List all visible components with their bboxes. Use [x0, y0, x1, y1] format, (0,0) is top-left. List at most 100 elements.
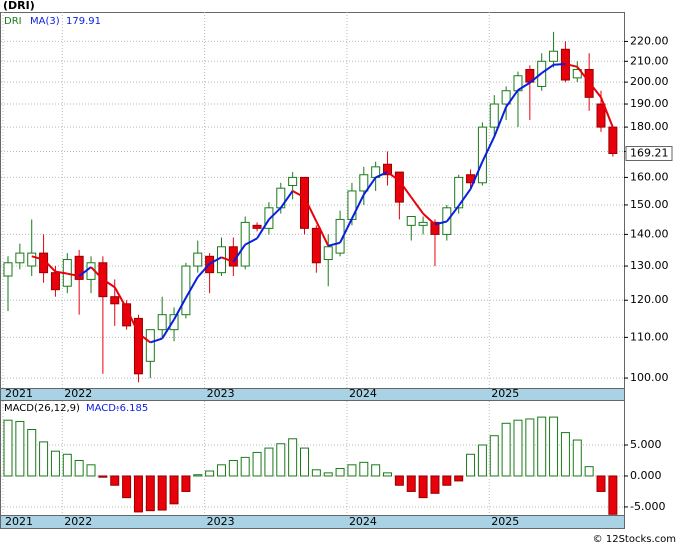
- credit: © 12Stocks.com: [593, 534, 676, 545]
- y-tick-label: 100.00: [630, 371, 669, 384]
- macd-bar: [549, 416, 559, 477]
- y-tick-label: 130.00: [630, 259, 669, 272]
- macd-bar: [50, 450, 60, 477]
- ma-segment: [102, 278, 116, 289]
- legend-ma-value: 179.91: [66, 16, 101, 27]
- x-tick-label: 2021: [5, 515, 33, 528]
- candle-body: [311, 227, 321, 264]
- candle-body: [181, 265, 191, 316]
- last-price-box: [625, 146, 673, 162]
- macd-bar: [335, 468, 345, 477]
- ma-segment: [150, 337, 163, 344]
- macd-bar: [110, 475, 120, 486]
- y-tick-label: -5.000: [630, 500, 665, 513]
- ma-segment: [244, 237, 258, 246]
- macd-bar: [394, 475, 404, 486]
- candle-body: [300, 176, 309, 229]
- y-tick-label: 190.00: [630, 97, 669, 110]
- macd-bar: [537, 416, 547, 477]
- legend-macd-value: -6.185: [116, 403, 148, 414]
- candle-body: [572, 69, 582, 79]
- macd-bar: [252, 451, 262, 477]
- candle-body: [383, 163, 393, 176]
- y-tick-label: 0.000: [630, 469, 662, 482]
- candle-body: [157, 314, 167, 331]
- ma-segment: [529, 72, 543, 84]
- macd-bar: [442, 475, 452, 486]
- macd-bar: [205, 470, 215, 477]
- ma-segment: [386, 171, 400, 182]
- candle-body: [169, 314, 179, 331]
- ma-segment: [315, 221, 330, 247]
- candle-body: [288, 176, 298, 186]
- x-tick-label: 2024: [349, 387, 377, 400]
- macd-bar: [359, 461, 369, 477]
- macd-bar: [454, 475, 464, 482]
- macd-bar: [300, 447, 309, 477]
- ma-segment: [481, 136, 496, 163]
- candle-body: [133, 317, 143, 375]
- macd-bar: [74, 459, 84, 477]
- macd-bar: [276, 443, 286, 477]
- macd-bar: [525, 418, 535, 477]
- ma-segment: [78, 266, 92, 277]
- macd-bar: [133, 475, 143, 513]
- last-price: 169.21: [630, 147, 669, 160]
- macd-bar: [371, 464, 381, 477]
- y-tick-label: 150.00: [630, 198, 669, 211]
- candle-body: [596, 103, 606, 128]
- candle-body: [74, 255, 84, 280]
- candle-body: [252, 224, 262, 229]
- year-strip: [0, 515, 625, 529]
- y-tick-label: 140.00: [630, 227, 669, 240]
- candle-body: [549, 50, 559, 62]
- candle-body: [323, 246, 333, 261]
- ma-segment: [576, 66, 590, 83]
- x-tick-label: 2023: [207, 515, 235, 528]
- legend-symbol: DRI: [4, 16, 22, 27]
- legend-macd-label: MACD:: [86, 403, 119, 414]
- macd-bar: [489, 435, 499, 477]
- candle-body: [3, 262, 13, 277]
- candle-body: [110, 296, 120, 305]
- x-tick-label: 2022: [64, 515, 92, 528]
- macd-bar: [27, 429, 37, 477]
- macd-bar: [39, 441, 49, 477]
- ma-segment: [125, 308, 140, 334]
- macd-bar: [430, 475, 440, 494]
- macd-bar: [122, 475, 132, 499]
- ma-segment: [469, 161, 484, 190]
- year-strip: [0, 388, 625, 401]
- macd-bar: [513, 419, 523, 477]
- ma-segment: [113, 286, 128, 309]
- x-tick-label: 2025: [491, 387, 519, 400]
- candle-body: [145, 329, 155, 362]
- macd-bar: [98, 475, 108, 478]
- macd-bar: [501, 422, 511, 477]
- candle-body: [406, 215, 416, 226]
- candle-body: [50, 272, 60, 291]
- candle-body: [430, 221, 440, 235]
- ma-segment: [279, 190, 294, 209]
- macd-bar: [288, 438, 298, 477]
- candle-body: [359, 174, 369, 192]
- y-tick-label: 220.00: [630, 34, 669, 47]
- macd-bar: [264, 447, 274, 477]
- candle-body: [193, 252, 203, 267]
- ma-segment: [221, 256, 234, 263]
- ma-segment: [541, 63, 555, 74]
- macd-bar: [347, 464, 357, 477]
- macd-bar: [169, 475, 179, 505]
- macd-bar: [560, 432, 570, 477]
- macd-bar: [62, 453, 72, 477]
- x-tick-label: 2024: [349, 515, 377, 528]
- ma-segment: [256, 218, 270, 239]
- y-tick-label: 5.000: [630, 438, 662, 451]
- legend-ma: MA(3): [30, 16, 60, 27]
- macd-bar: [477, 444, 487, 477]
- ma-segment: [90, 266, 104, 281]
- ma-segment: [565, 62, 578, 68]
- y-tick-label: 210.00: [630, 54, 669, 67]
- macd-bar: [157, 475, 167, 511]
- macd-bar: [193, 474, 203, 477]
